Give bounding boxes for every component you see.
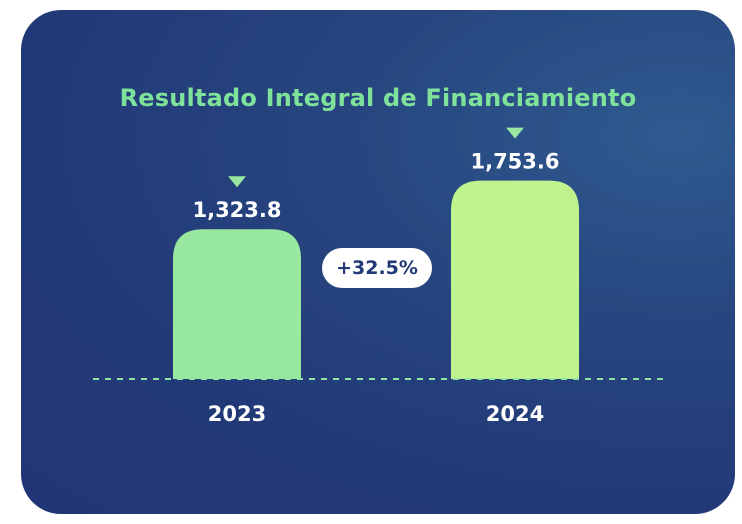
category-label-2024: 2024	[486, 402, 544, 426]
category-label-2023: 2023	[208, 402, 266, 426]
bar-2023	[173, 229, 301, 379]
marker-2024	[506, 127, 524, 139]
bar-2024	[451, 180, 579, 379]
chart-title: Resultado Integral de Financiamiento	[119, 84, 637, 112]
value-label-2024: 1,753.6	[470, 150, 559, 174]
chart-card: Resultado Integral de Financiamiento 1,3…	[21, 10, 735, 514]
change-badge: +32.5%	[322, 248, 432, 288]
value-label-2023: 1,323.8	[192, 198, 281, 222]
bar-chart: 1,323.8 2023 1,753.6 2024	[93, 127, 663, 426]
marker-2023	[228, 176, 246, 188]
